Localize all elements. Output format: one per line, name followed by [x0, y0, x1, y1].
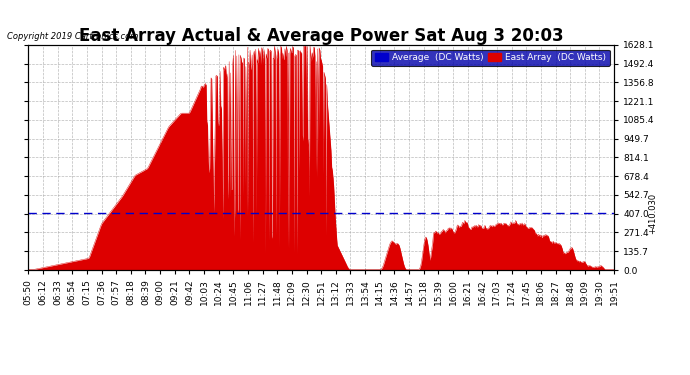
Text: +410.030: +410.030: [649, 193, 658, 234]
Text: Copyright 2019 Cartronics.com: Copyright 2019 Cartronics.com: [7, 32, 138, 41]
Legend: Average  (DC Watts), East Array  (DC Watts): Average (DC Watts), East Array (DC Watts…: [371, 50, 609, 66]
Title: East Array Actual & Average Power Sat Aug 3 20:03: East Array Actual & Average Power Sat Au…: [79, 27, 563, 45]
